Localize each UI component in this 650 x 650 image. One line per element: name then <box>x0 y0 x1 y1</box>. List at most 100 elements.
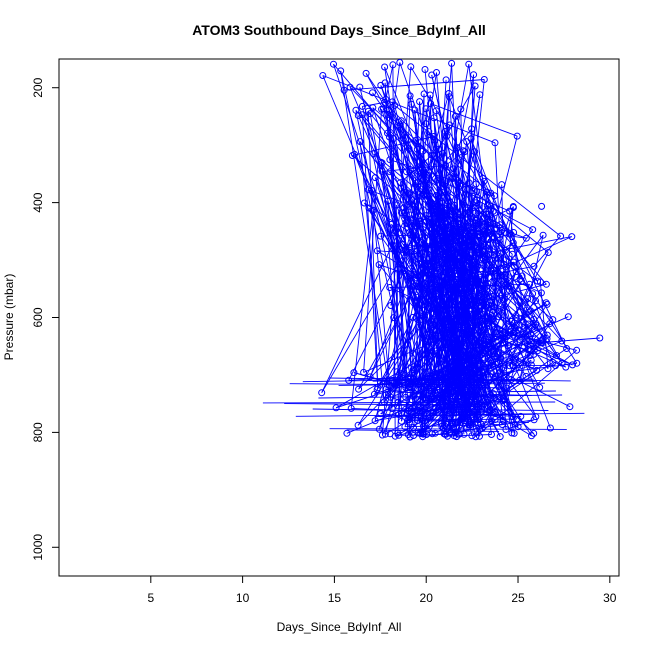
data-point <box>500 294 508 302</box>
data-point <box>453 372 461 379</box>
data-point <box>404 416 412 424</box>
data-point <box>491 269 499 277</box>
data-point <box>469 390 477 398</box>
data-point <box>434 209 442 217</box>
data-point <box>437 286 445 294</box>
data-point <box>441 373 449 381</box>
data-point <box>536 383 544 391</box>
data-point <box>391 432 399 440</box>
data-point <box>390 135 398 142</box>
data-point <box>476 425 484 433</box>
data-point <box>455 229 463 237</box>
data-point <box>385 106 393 114</box>
profile-segment <box>475 202 547 285</box>
data-point <box>493 333 500 341</box>
data-point <box>542 280 550 288</box>
data-point <box>471 349 478 357</box>
data-point <box>382 391 390 399</box>
data-point <box>432 374 440 382</box>
data-point <box>406 191 414 199</box>
data-point <box>434 250 442 258</box>
data-point <box>468 187 476 195</box>
data-point <box>444 284 452 292</box>
data-point <box>364 107 372 115</box>
data-point <box>443 362 451 369</box>
data-point <box>463 138 471 146</box>
data-point <box>498 277 506 285</box>
data-point <box>425 200 433 208</box>
data-point <box>495 383 503 390</box>
data-point <box>496 354 504 362</box>
data-point <box>476 297 484 305</box>
profile-segment <box>344 79 485 91</box>
data-point <box>420 423 428 431</box>
data-point <box>530 315 538 323</box>
data-point <box>478 315 486 323</box>
profile-segment <box>493 258 499 319</box>
data-point <box>513 132 521 140</box>
data-point <box>488 431 495 438</box>
data-point <box>431 429 439 437</box>
data-point <box>524 320 532 328</box>
data-point <box>464 237 472 245</box>
data-point <box>445 93 453 101</box>
data-point <box>435 194 443 202</box>
data-point <box>462 368 470 376</box>
data-point <box>518 272 526 280</box>
data-point <box>522 234 530 242</box>
data-point <box>491 325 499 333</box>
data-point <box>480 341 488 349</box>
data-point <box>378 431 386 439</box>
data-point <box>468 301 476 309</box>
data-point <box>414 178 422 186</box>
data-point <box>350 369 358 377</box>
data-point <box>459 147 467 155</box>
data-point <box>384 197 392 205</box>
data-point <box>411 401 419 409</box>
data-point <box>527 330 535 338</box>
data-point <box>435 145 443 153</box>
data-point <box>524 295 532 303</box>
data-point <box>509 239 517 247</box>
data-point <box>454 179 462 187</box>
data-point <box>498 281 505 289</box>
data-point <box>446 121 454 129</box>
data-point <box>488 293 496 300</box>
data-point <box>419 433 427 441</box>
data-point <box>403 248 411 256</box>
data-point <box>451 259 459 267</box>
data-point <box>371 417 379 425</box>
data-point <box>377 410 385 418</box>
data-point <box>526 280 534 288</box>
data-point <box>475 307 483 315</box>
data-point <box>404 189 412 197</box>
data-point <box>318 389 326 397</box>
data-point <box>505 230 513 238</box>
data-point <box>444 370 452 378</box>
data-point <box>399 240 407 248</box>
data-point <box>490 251 498 259</box>
data-point <box>377 232 385 240</box>
data-point <box>463 424 471 432</box>
data-point <box>501 246 509 254</box>
data-point <box>422 243 430 251</box>
data-point <box>407 63 415 71</box>
profile-segment <box>483 181 568 349</box>
data-point <box>472 378 480 386</box>
profile-segment <box>359 86 436 393</box>
data-point <box>451 220 459 228</box>
data-point <box>531 335 539 343</box>
data-point <box>500 364 508 372</box>
data-point <box>425 215 433 223</box>
data-point <box>475 273 483 281</box>
data-point <box>402 393 410 401</box>
data-point <box>512 268 520 275</box>
data-point <box>465 408 473 415</box>
data-point <box>543 300 551 308</box>
data-point <box>480 227 488 235</box>
data-point <box>368 186 375 194</box>
profile-segment <box>445 151 466 166</box>
data-point <box>533 366 541 374</box>
data-point <box>500 395 508 403</box>
data-point <box>441 237 449 245</box>
